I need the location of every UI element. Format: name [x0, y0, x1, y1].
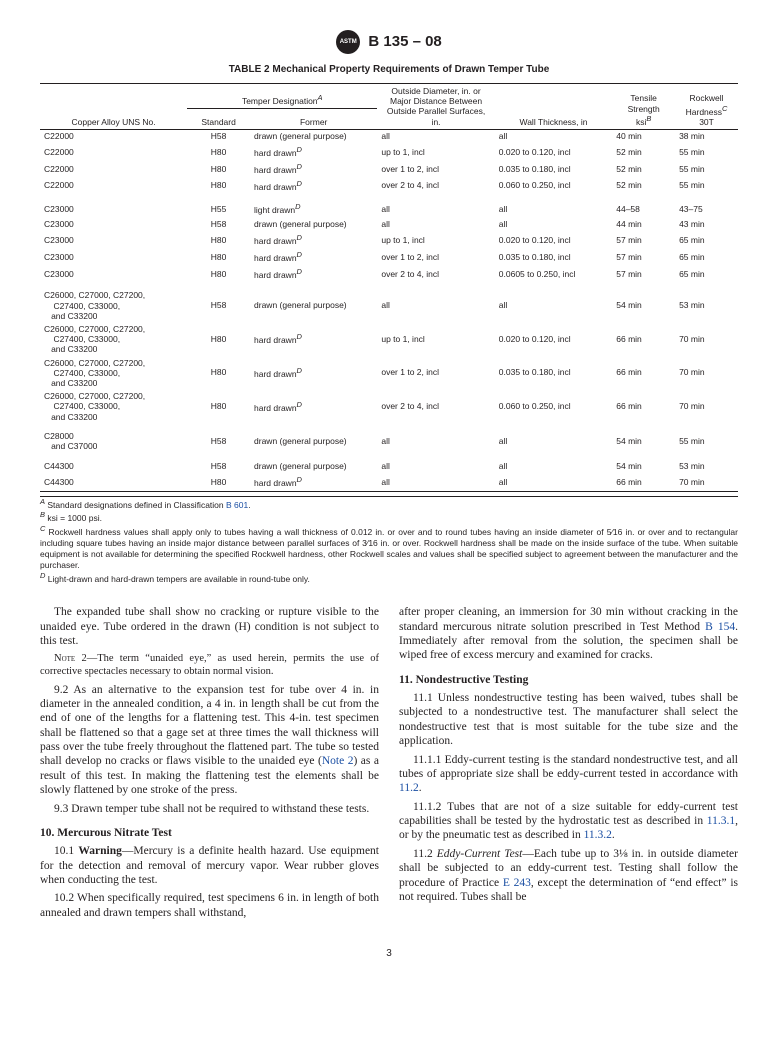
table-row: C22000H80hard drawnDover 2 to 4, incl0.0… — [40, 178, 738, 195]
properties-table: Copper Alloy UNS No. Temper DesignationA… — [40, 83, 738, 492]
table-row: C26000, C27000, C27200, C27400, C33000, … — [40, 282, 738, 322]
body-paragraph: 11.2 Eddy-Current Test—Each tube up to 3… — [399, 847, 738, 905]
body-paragraph: 10. Mercurous Nitrate Test — [40, 826, 379, 840]
th-hardness: Rockwell HardnessC30T — [675, 84, 738, 130]
astm-logo-icon — [336, 30, 360, 54]
table-row: C22000H80hard drawnDup to 1, incl0.020 t… — [40, 144, 738, 161]
body-columns: The expanded tube shall show no cracking… — [40, 605, 738, 924]
doc-id: B 135 – 08 — [368, 33, 441, 50]
body-paragraph: The expanded tube shall show no cracking… — [40, 605, 379, 648]
table-row: C22000H58drawn (general purpose)allall40… — [40, 129, 738, 144]
column-right: after proper cleaning, an immersion for … — [399, 605, 738, 924]
table-row: C44300H80hard drawnDallall66 min70 min — [40, 474, 738, 491]
table-row: C28000 and C37000H58drawn (general purpo… — [40, 423, 738, 453]
page-number: 3 — [40, 948, 738, 959]
body-paragraph: 11.1 Unless nondestructive testing has b… — [399, 691, 738, 749]
table-row: C26000, C27000, C27200, C27400, C33000, … — [40, 390, 738, 424]
table-row: C23000H80hard drawnDup to 1, incl0.020 t… — [40, 232, 738, 249]
body-paragraph: 11.1.2 Tubes that are not of a size suit… — [399, 800, 738, 843]
th-former: Former — [250, 108, 377, 129]
table-row: C26000, C27000, C27200, C27400, C33000, … — [40, 323, 738, 357]
th-temper: Temper DesignationA — [187, 84, 377, 109]
body-paragraph: after proper cleaning, an immersion for … — [399, 605, 738, 663]
table-row: C23000H80hard drawnDover 2 to 4, incl0.0… — [40, 266, 738, 283]
body-paragraph: 9.3 Drawn temper tube shall not be requi… — [40, 802, 379, 816]
body-paragraph: 9.2 As an alternative to the expansion t… — [40, 683, 379, 798]
column-left: The expanded tube shall show no cracking… — [40, 605, 379, 924]
table-row: C23000H58drawn (general purpose)allall44… — [40, 218, 738, 232]
body-paragraph: 11. Nondestructive Testing — [399, 673, 738, 687]
th-std: Standard — [187, 108, 250, 129]
table-row: C23000H80hard drawnDover 1 to 2, incl0.0… — [40, 249, 738, 266]
body-paragraph: Note 2—The term “unaided eye,” as used h… — [40, 652, 379, 678]
body-paragraph: 10.2 When specifically required, test sp… — [40, 891, 379, 920]
table-row: C26000, C27000, C27200, C27400, C33000, … — [40, 356, 738, 390]
doc-header: B 135 – 08 — [40, 30, 738, 54]
body-paragraph: 11.1.1 Eddy-current testing is the stand… — [399, 753, 738, 796]
table-row: C23000H55light drawnDallall44–5843–75 — [40, 194, 738, 217]
th-wall: Wall Thickness, in — [495, 84, 612, 130]
body-paragraph: 10.1 Warning—Mercury is a definite healt… — [40, 844, 379, 887]
footnotes: A Standard designations defined in Class… — [40, 496, 738, 586]
table-row: C22000H80hard drawnDover 1 to 2, incl0.0… — [40, 161, 738, 178]
table-row: C44300H58drawn (general purpose)allall54… — [40, 453, 738, 474]
th-tensile: Tensile StrengthksiB — [612, 84, 675, 130]
th-od: Outside Diameter, in. or Major Distance … — [377, 84, 494, 130]
table-title: TABLE 2 Mechanical Property Requirements… — [40, 64, 738, 75]
th-uns: Copper Alloy UNS No. — [40, 84, 187, 130]
